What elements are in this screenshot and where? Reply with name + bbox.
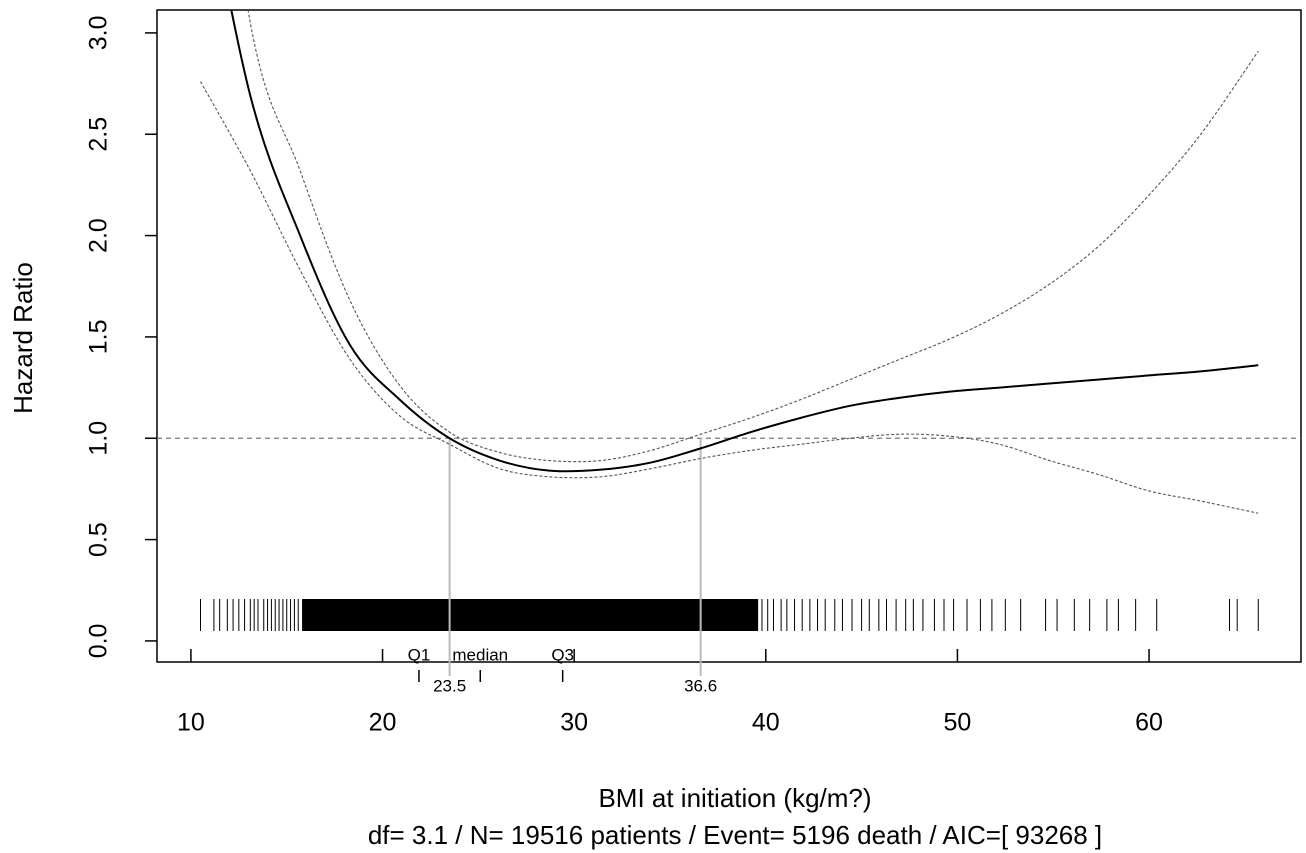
plot-area <box>157 10 1301 662</box>
y-tick-label: 2.5 <box>85 117 113 152</box>
y-tick-label: 3.0 <box>85 16 113 51</box>
y-tick-label: 1.5 <box>85 320 113 355</box>
x-tick-label: 60 <box>1135 709 1163 737</box>
y-tick-label: 1.0 <box>85 421 113 456</box>
x-tick-label: 20 <box>369 709 397 737</box>
y-tick-label: 2.0 <box>85 218 113 253</box>
reference-marker-label: 36.6 <box>684 676 717 695</box>
x-tick-label: 30 <box>560 709 588 737</box>
quartile-label: median <box>452 645 508 664</box>
quartile-label: Q3 <box>551 645 574 664</box>
rug-dense <box>302 599 759 631</box>
x-axis-label: BMI at initiation (kg/m?) <box>598 783 871 813</box>
quartile-label: Q1 <box>408 645 431 664</box>
x-tick-label: 40 <box>752 709 780 737</box>
y-axis-label: Hazard Ratio <box>8 262 38 414</box>
series-line <box>230 10 1259 473</box>
plot-frame <box>156 9 1302 663</box>
subtitle: df= 3.1 / N= 19516 patients / Event= 519… <box>368 820 1102 850</box>
reference-marker-label: 23.5 <box>433 676 466 695</box>
y-tick-label: 0.5 <box>85 522 113 557</box>
x-tick-label: 50 <box>944 709 972 737</box>
series-line <box>247 10 1259 463</box>
x-tick-label: 10 <box>177 709 205 737</box>
series-line <box>200 81 1259 514</box>
y-tick-label: 0.0 <box>85 624 113 659</box>
